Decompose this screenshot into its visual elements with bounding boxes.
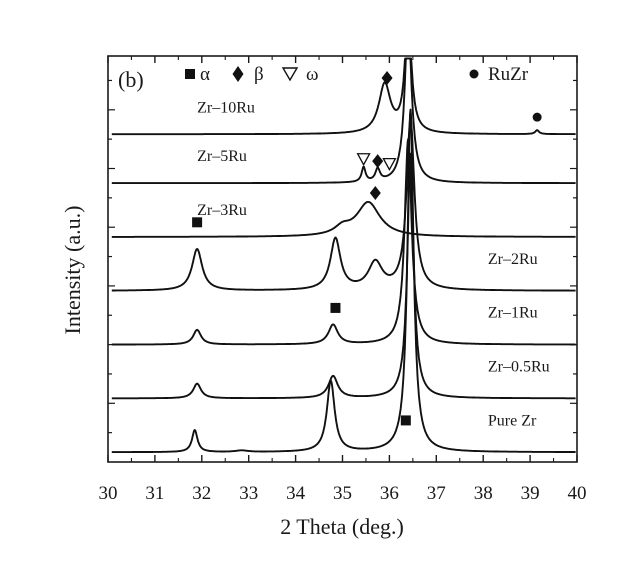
legend-label: α xyxy=(200,64,210,85)
x-tick-label: 39 xyxy=(521,483,540,504)
omega-marker xyxy=(382,157,397,171)
legend-ruzr-marker xyxy=(469,69,479,79)
x-tick-label: 31 xyxy=(145,483,164,504)
series-labels: Pure Zr Zr–0.5Ru Zr–1Ru Zr–2Ru Zr–3Ru Zr–5Ru Z… xyxy=(197,99,550,429)
x-tick-label: 36 xyxy=(380,483,399,504)
x-tick-label: 33 xyxy=(239,483,258,504)
x-tick-label: 35 xyxy=(333,483,352,504)
x-tick-label: 40 xyxy=(568,483,587,504)
ruzr-marker xyxy=(532,112,542,122)
y-axis-title: Intensity (a.u.) xyxy=(60,206,85,335)
series-line xyxy=(111,116,577,292)
legend: α β ω RuZr xyxy=(185,64,529,85)
x-tick-label: 34 xyxy=(286,483,306,504)
x-axis: 30 31 32 33 34 35 36 37 38 39 40 xyxy=(99,56,587,504)
series-line xyxy=(111,200,577,238)
series-curves xyxy=(111,57,577,454)
alpha-marker xyxy=(400,415,411,426)
x-tick-label: 38 xyxy=(474,483,493,504)
omega-marker xyxy=(356,153,371,167)
x-axis-title: 2 Theta (deg.) xyxy=(280,514,404,539)
beta-marker xyxy=(372,154,384,169)
alpha-marker xyxy=(330,302,341,313)
series-label: Pure Zr xyxy=(488,412,537,429)
legend-label: RuZr xyxy=(488,64,529,85)
panel-label: (b) xyxy=(118,67,144,92)
beta-marker xyxy=(369,185,381,200)
series-label: Zr–5Ru xyxy=(197,148,247,165)
series-line xyxy=(111,57,577,185)
phase-markers xyxy=(192,71,542,426)
y-axis xyxy=(108,79,577,434)
series-line xyxy=(111,138,577,346)
series-label: Zr–2Ru xyxy=(488,251,538,268)
beta-marker xyxy=(381,71,393,86)
legend-label: β xyxy=(254,64,264,85)
series-label: Zr–10Ru xyxy=(197,99,255,116)
series-line xyxy=(111,152,577,400)
series-label: Zr–0.5Ru xyxy=(488,359,550,376)
series-line xyxy=(111,57,577,136)
legend-omega-marker xyxy=(281,67,299,82)
series-line xyxy=(111,108,577,454)
series-label: Zr–1Ru xyxy=(488,305,538,322)
legend-beta-marker xyxy=(232,66,244,82)
legend-label: ω xyxy=(306,64,319,85)
x-tick-label: 32 xyxy=(192,483,211,504)
x-tick-label: 37 xyxy=(427,483,446,504)
series-label: Zr–3Ru xyxy=(197,202,247,219)
x-tick-label: 30 xyxy=(99,483,118,504)
alpha-marker xyxy=(192,217,203,228)
legend-alpha-marker xyxy=(185,69,195,79)
